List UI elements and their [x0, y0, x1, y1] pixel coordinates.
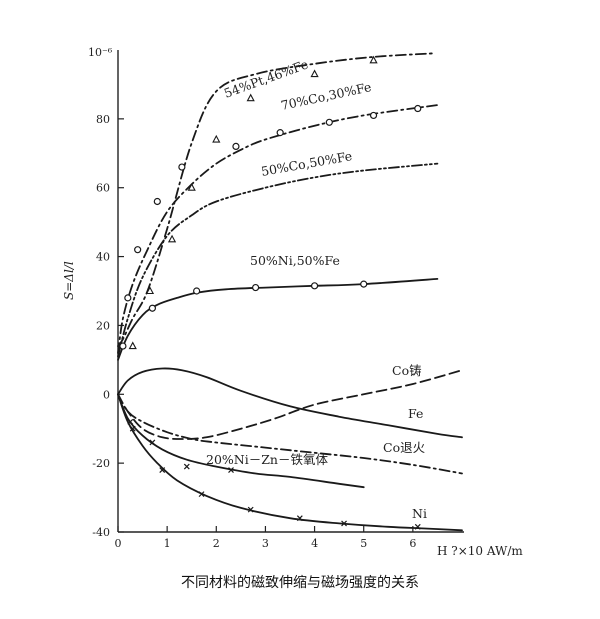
x-tick-label: 2 [213, 537, 220, 550]
data-point-cross [149, 439, 156, 446]
series-line [117, 162, 439, 358]
tick-labels: -40 -20 0 20 40 60 80 0 1 2 3 4 5 6 [92, 113, 416, 550]
data-point-cross [183, 463, 190, 470]
series-label: 20%Ni－Zn－铁氧体 [206, 452, 328, 467]
data-point-circle [134, 246, 142, 254]
data-point-circle [193, 287, 201, 295]
series-markers [119, 55, 422, 530]
series-label: Fe [408, 406, 423, 421]
data-point-circle [232, 142, 240, 150]
data-point-triangle [187, 183, 196, 191]
data-point-cross [159, 467, 166, 473]
data-point-circle [369, 111, 378, 120]
data-point-cross [296, 515, 303, 522]
data-point-circle [414, 104, 422, 113]
y-tick-label: 20 [96, 319, 110, 332]
data-point-cross [414, 523, 421, 530]
y-tick-label: 0 [103, 388, 110, 401]
x-tick-label: 3 [262, 537, 269, 550]
data-point-circle [148, 304, 156, 312]
series-lines [117, 52, 463, 532]
data-point-triangle [212, 134, 221, 143]
series-label: 70%Co,30%Fe [280, 79, 373, 113]
y-tick-label: -20 [92, 457, 110, 470]
series-line [117, 104, 439, 354]
series-line [117, 369, 463, 440]
data-point-circle [252, 283, 260, 292]
y-axis-label: S=Δl/l [62, 261, 76, 300]
data-point-cross [341, 520, 347, 527]
series-line [117, 52, 434, 347]
data-point-cross [198, 491, 205, 498]
data-point-cross [247, 506, 254, 513]
data-point-cross [228, 467, 234, 473]
y-tick-label: -40 [92, 526, 110, 539]
x-tick-label: 0 [115, 537, 122, 550]
axes [117, 50, 464, 533]
data-point-circle [178, 163, 186, 171]
data-point-circle [119, 342, 127, 350]
x-tick-label: 1 [164, 537, 171, 550]
series-label: Co铸 [392, 363, 422, 378]
data-point-circle [325, 118, 333, 126]
series-line [117, 393, 463, 532]
y-top-label: 10⁻⁶ [88, 46, 113, 59]
data-point-triangle [145, 286, 155, 295]
data-point-circle [360, 280, 368, 288]
data-point-triangle [369, 55, 378, 64]
x-tick-label: 5 [360, 537, 367, 550]
series-line [117, 278, 439, 361]
data-point-circle [310, 282, 319, 290]
data-point-triangle [128, 341, 137, 350]
data-point-circle [276, 129, 284, 137]
figure-caption: 不同材料的磁致伸缩与磁场强度的关系 [181, 575, 419, 591]
data-point-triangle [167, 234, 177, 243]
x-tick-label: 4 [311, 537, 318, 550]
data-point-circle [153, 197, 161, 206]
data-point-cross [129, 425, 136, 432]
x-axis-label: H ?×10 AW/m [437, 544, 523, 558]
series-line [117, 367, 463, 439]
y-tick-label: 40 [96, 251, 110, 264]
data-point-triangle [246, 93, 255, 102]
series-label: Co退火 [383, 440, 426, 455]
data-point-cross [127, 418, 134, 425]
y-tick-label: 80 [96, 113, 110, 126]
series-label: 50%Ni,50%Fe [250, 253, 340, 268]
x-tick-label: 6 [409, 537, 416, 550]
data-point-circle [124, 294, 132, 302]
data-point-triangle [310, 69, 319, 78]
series-line [117, 393, 463, 475]
y-tick-label: 60 [96, 182, 110, 195]
series-label: Ni [412, 506, 427, 521]
